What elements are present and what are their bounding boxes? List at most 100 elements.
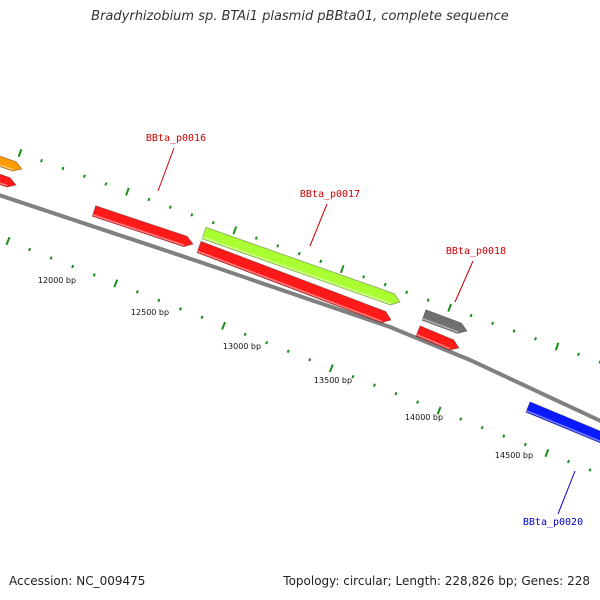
gene-track	[0, 153, 600, 444]
plasmid-backbone	[0, 193, 600, 423]
gene-highlight	[422, 318, 459, 333]
tick-label: 12000 bp	[38, 276, 76, 285]
inner-minor-tick	[416, 400, 420, 404]
inner-major-tick	[328, 364, 334, 373]
gene-unlabeled-7[interactable]	[415, 325, 460, 351]
inner-minor-tick	[588, 468, 592, 472]
inner-minor-tick	[200, 315, 204, 320]
outer-major-tick	[447, 303, 452, 312]
outer-major-tick	[125, 187, 130, 196]
outer-minor-tick	[276, 244, 280, 248]
gene-highlight	[202, 236, 392, 305]
label-bbta-p0020[interactable]: BBta_p0020	[523, 517, 583, 528]
gene-bbta-p0017[interactable]	[201, 226, 401, 306]
gene-unlabeled-1[interactable]	[0, 153, 23, 172]
topology-summary: Topology: circular; Length: 228,826 bp; …	[283, 574, 590, 588]
inner-minor-tick	[286, 349, 290, 354]
outer-major-tick	[339, 265, 345, 274]
outer-minor-tick	[534, 337, 538, 341]
map-title: Bradyrhizobium sp. BTAi1 plasmid pBBta01…	[91, 9, 509, 24]
gene-arrow[interactable]	[201, 226, 401, 306]
gene-bbta-p0018[interactable]	[421, 309, 468, 334]
inner-major-tick	[113, 279, 119, 288]
inner-minor-tick	[480, 425, 484, 430]
leader-bbta-p0017	[309, 203, 328, 247]
inner-minor-tick	[157, 298, 161, 303]
inner-minor-tick	[265, 341, 269, 345]
gene-bbta-p0016[interactable]	[91, 205, 194, 248]
inner-minor-tick	[71, 264, 75, 269]
gene-arrow[interactable]	[0, 153, 23, 172]
tick-labels: 12000 bp 12500 bp 13000 bp 13500 bp 14000 bp…	[38, 276, 533, 460]
inner-minor-tick	[49, 256, 53, 260]
tick-label: 12500 bp	[131, 308, 169, 317]
inner-minor-tick	[92, 273, 96, 277]
gene-labels: BBta_p0016 BBta_p0017 BBta_p0018 BBta_p0020	[146, 133, 583, 528]
outer-major-tick	[554, 342, 560, 351]
inner-minor-tick	[178, 307, 182, 311]
outer-minor-tick	[362, 275, 366, 279]
outer-major-tick	[17, 148, 23, 158]
leader-bbta-p0018	[454, 260, 474, 303]
accession-text: Accession: NC_009475	[9, 574, 146, 588]
gene-arrow[interactable]	[415, 325, 460, 351]
gene-unlabeled-5[interactable]	[196, 240, 392, 324]
gene-unlabeled-2[interactable]	[0, 171, 17, 188]
tick-label: 13500 bp	[314, 376, 352, 385]
outer-minor-tick	[147, 197, 151, 202]
outer-minor-tick	[190, 213, 194, 217]
tick-label: 14000 bp	[405, 413, 443, 422]
gene-bbta-p0020[interactable]	[525, 401, 600, 444]
gene-highlight	[92, 214, 185, 246]
gene-arrow[interactable]	[421, 309, 468, 334]
inner-major-tick	[436, 406, 442, 415]
gene-highlight	[416, 334, 451, 350]
inner-minor-tick	[502, 434, 506, 438]
gene-highlight	[526, 410, 600, 442]
outer-minor-tick	[469, 313, 473, 318]
outer-minor-tick	[168, 205, 172, 209]
outer-minor-tick	[491, 321, 495, 326]
inner-minor-tick	[243, 332, 247, 337]
outer-tick-track	[17, 148, 600, 364]
inner-minor-tick	[459, 417, 463, 421]
outer-minor-tick	[426, 298, 430, 302]
label-leaders	[157, 147, 576, 515]
leader-bbta-p0016	[157, 147, 175, 192]
label-bbta-p0018[interactable]: BBta_p0018	[446, 246, 506, 257]
outer-minor-tick	[104, 182, 108, 186]
label-bbta-p0016[interactable]: BBta_p0016	[146, 133, 206, 144]
outer-minor-tick	[61, 166, 65, 171]
outer-minor-tick	[383, 282, 387, 287]
gene-highlight	[197, 250, 383, 323]
gene-arrow[interactable]	[196, 240, 392, 324]
inner-major-tick	[544, 448, 550, 458]
label-bbta-p0017[interactable]: BBta_p0017	[300, 189, 360, 200]
inner-minor-tick	[135, 290, 139, 294]
outer-minor-tick	[211, 220, 215, 225]
tick-label: 13000 bp	[223, 342, 261, 351]
outer-minor-tick	[512, 329, 516, 333]
gene-arrow[interactable]	[0, 171, 17, 188]
outer-minor-tick	[297, 251, 301, 256]
tick-label: 14500 bp	[495, 451, 533, 460]
gene-arrow[interactable]	[91, 205, 194, 248]
inner-minor-tick	[372, 383, 376, 387]
outer-minor-tick	[82, 174, 86, 178]
inner-major-tick	[5, 236, 11, 246]
gene-arrow[interactable]	[525, 401, 600, 444]
inner-minor-tick	[308, 357, 312, 362]
outer-major-tick	[232, 226, 238, 235]
inner-minor-tick	[351, 374, 355, 379]
inner-major-tick	[221, 321, 226, 330]
outer-minor-tick	[577, 352, 580, 357]
inner-tick-track	[5, 236, 592, 472]
inner-minor-tick	[28, 247, 32, 252]
leader-bbta-p0020	[557, 470, 576, 515]
outer-minor-tick	[254, 236, 258, 240]
inner-minor-tick	[394, 391, 398, 396]
outer-minor-tick	[405, 290, 409, 295]
inner-minor-tick	[523, 442, 527, 447]
